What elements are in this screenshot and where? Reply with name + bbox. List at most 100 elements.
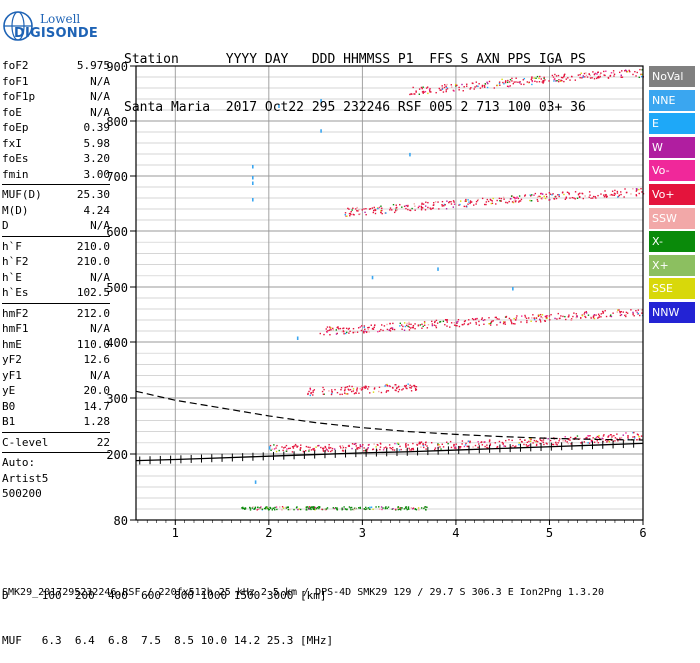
echo-point [625, 314, 627, 316]
echo-point [360, 329, 363, 332]
echo-point [544, 320, 547, 322]
param-name: B1 [2, 415, 16, 428]
echo-point [310, 391, 312, 394]
echo-point [307, 393, 309, 396]
echo-point [498, 197, 501, 200]
echo-point [636, 71, 638, 74]
echo-point [555, 197, 558, 200]
echo-point [438, 444, 440, 446]
echo-point [381, 209, 383, 212]
echo-point [350, 210, 352, 213]
echo-point [272, 507, 274, 510]
echo-point [312, 394, 314, 396]
echo-point [453, 90, 455, 92]
echo-point [502, 442, 504, 444]
echo-point [573, 197, 575, 199]
echo-point [447, 442, 449, 445]
echo-point [259, 507, 261, 509]
echo-point [622, 311, 624, 313]
echo-point [480, 441, 482, 444]
echo-point [423, 324, 426, 326]
echo-point [394, 442, 396, 445]
echo-point [454, 446, 457, 448]
echo-point [467, 199, 469, 201]
echo-point [501, 78, 503, 81]
echo-point [361, 209, 363, 211]
echo-point [278, 104, 280, 108]
echo-point [614, 437, 617, 439]
echo-point [461, 443, 463, 445]
echo-point [420, 507, 423, 509]
echo-point [520, 83, 522, 85]
echo-point [579, 196, 581, 198]
echo-point [564, 198, 567, 200]
echo-point [251, 507, 253, 509]
echo-point [426, 506, 428, 509]
echo-point [431, 324, 434, 327]
legend-item-nnw: NNW [649, 301, 695, 323]
echo-point [638, 192, 640, 195]
echo-point [632, 436, 634, 438]
echo-point [450, 84, 452, 86]
echo-point [395, 207, 397, 209]
echo-point [421, 323, 423, 325]
trace-4th-hop [409, 68, 645, 96]
echo-point [483, 85, 486, 87]
echo-point [438, 87, 440, 90]
echo-point [538, 195, 540, 198]
echo-point [530, 78, 532, 81]
echo-point [636, 311, 638, 314]
echo-point [626, 71, 629, 73]
echo-point [348, 506, 351, 508]
echo-point [377, 444, 379, 446]
echo-point [605, 315, 608, 318]
echo-point [411, 326, 414, 329]
echo-point [622, 434, 624, 436]
echo-point [445, 90, 447, 93]
echo-point [342, 327, 344, 330]
echo-point [355, 392, 357, 394]
echo-point [386, 390, 388, 392]
echo-point [346, 393, 349, 395]
echo-point [425, 508, 427, 511]
echo-point [285, 444, 288, 447]
echo-point [354, 392, 357, 394]
echo-point [391, 386, 394, 389]
echo-point [620, 310, 622, 313]
echo-point [470, 87, 472, 89]
echo-point [380, 211, 382, 214]
echo-point [401, 389, 403, 391]
echo-point [490, 322, 492, 324]
echo-point [548, 80, 550, 82]
echo-point [398, 388, 401, 391]
echo-point [530, 438, 532, 441]
echo-point [324, 446, 327, 449]
echo-point [505, 201, 507, 204]
echo-point [593, 441, 596, 443]
echo-point [384, 385, 386, 387]
echo-point [459, 446, 461, 448]
echo-point [463, 323, 466, 325]
echo-point [535, 443, 538, 446]
echo-point [632, 313, 635, 315]
echo-point [483, 323, 485, 325]
echo-point [604, 74, 606, 77]
echo-point [309, 388, 312, 391]
echo-point [393, 328, 396, 331]
echo-point [610, 439, 613, 441]
echo-point [393, 449, 396, 451]
echo-point [353, 392, 356, 395]
echo-point [334, 388, 336, 391]
echo-point [569, 197, 571, 199]
echo-point [318, 444, 320, 447]
echo-point [403, 385, 406, 387]
echo-point [537, 314, 540, 316]
echo-point [568, 193, 571, 196]
echo-point [574, 198, 576, 200]
echo-point [387, 390, 390, 392]
echo-point [535, 317, 538, 319]
echo-point [309, 394, 311, 397]
echo-point [299, 508, 302, 511]
echo-point [632, 73, 634, 76]
echo-point [424, 209, 427, 211]
